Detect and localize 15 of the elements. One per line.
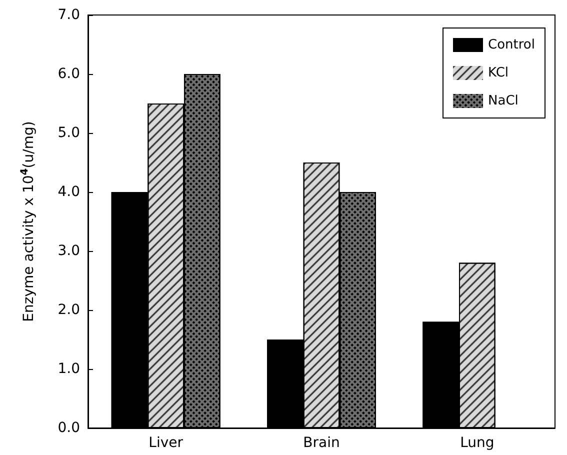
legend-label: KCl [488,66,509,80]
y-tick-label: 7.0 [58,7,80,23]
y-tick-label: 3.0 [58,243,80,259]
y-tick-label: 4.0 [58,184,80,200]
x-tick-label: Brain [303,435,340,451]
y-tick-label: 5.0 [58,125,80,141]
x-tick-label: Lung [460,435,494,451]
legend-label: Control [488,38,536,52]
y-tick-label: 2.0 [58,302,80,318]
x-tick-label: Liver [148,435,184,451]
y-axis-title: Enzyme activity x 104(u/mg) [20,121,37,322]
legend-label: NaCl [488,94,518,108]
y-tick-label: 0.0 [58,420,80,436]
y-tick-label: 1.0 [58,361,80,377]
y-tick-label: 6.0 [58,66,80,82]
